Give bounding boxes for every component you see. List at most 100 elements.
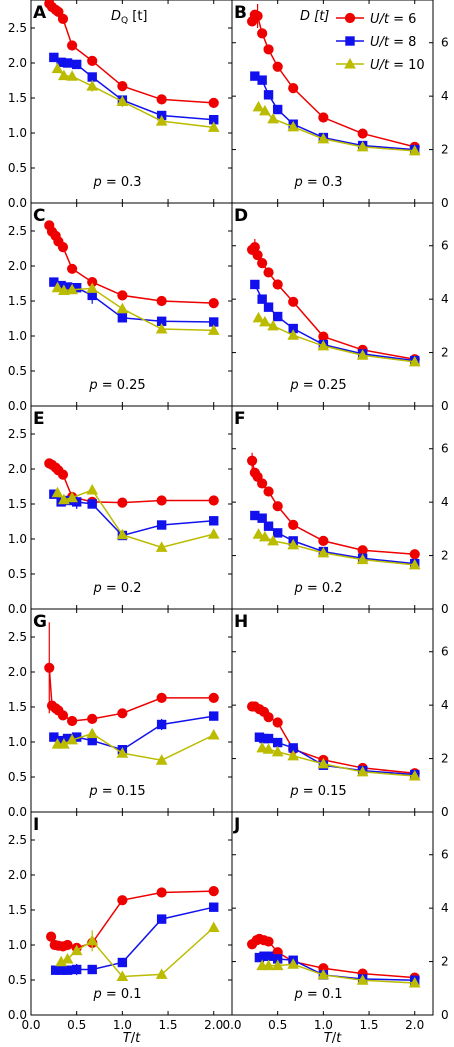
data-point [57, 13, 69, 24]
y-tick-label: 1.0 [8, 126, 27, 140]
p-label: p = 0.1 [293, 987, 342, 1002]
data-point [357, 545, 368, 556]
data-point [262, 959, 275, 971]
y-tick-label: 0.0 [8, 805, 27, 819]
data-point [156, 520, 167, 530]
series-6 [247, 239, 420, 365]
data-point [252, 10, 263, 22]
data-point [53, 6, 64, 17]
series-line [261, 747, 415, 777]
panel-E: 0.0 0.5 1.0 1.5 2.0 2.5 Ep = 0.2 [8, 405, 233, 616]
legend-label: U/t = 8 [370, 35, 416, 50]
data-point [117, 313, 128, 323]
y-tick-label: 2 [441, 143, 449, 157]
data-point [272, 311, 283, 322]
data-point [263, 44, 274, 55]
series-6 [247, 452, 420, 560]
panel-F: 0 2 4 6 Fp = 0.2 [231, 405, 449, 616]
data-point [51, 281, 64, 293]
x-tick-label: 0.5 [67, 1018, 86, 1032]
data-point [155, 968, 168, 979]
series-10 [55, 921, 220, 981]
panel-frame [30, 405, 233, 610]
data-point [46, 931, 57, 942]
y-tick-label: 2 [441, 346, 449, 360]
y-tick-label: 2 [441, 549, 449, 563]
data-point [408, 976, 421, 988]
data-point [44, 662, 55, 673]
data-point [257, 294, 267, 304]
y-tick-label: 6 [441, 645, 449, 659]
data-point [209, 516, 219, 526]
series-8 [49, 52, 219, 125]
data-point [252, 311, 265, 323]
data-point [287, 538, 300, 550]
data-point [263, 90, 274, 100]
data-point [117, 895, 128, 906]
data-point [51, 486, 64, 498]
y-tick-label: 6 [441, 239, 449, 253]
series-line [55, 906, 214, 971]
data-point [259, 104, 271, 116]
data-point [66, 733, 78, 745]
column-title: DQ [t] [111, 9, 147, 26]
x-tick-label: 0.0 [21, 1018, 40, 1032]
p-label: p = 0.2 [92, 581, 141, 596]
legend-marker [344, 12, 356, 24]
data-point [87, 499, 97, 509]
data-point [257, 478, 268, 489]
data-point [86, 934, 99, 946]
panel-frame [231, 811, 434, 1016]
series-6 [247, 4, 420, 153]
data-point [252, 249, 263, 261]
data-point [267, 112, 279, 124]
y-tick-label: 2.0 [8, 868, 27, 882]
data-point [357, 128, 368, 139]
x-tick-label: 2.0 [204, 1018, 223, 1032]
y-tick-label: 4 [441, 495, 449, 509]
series-6 [44, 0, 219, 109]
y-tick-label: 0 [441, 1008, 449, 1022]
series-10 [256, 958, 421, 988]
series-10 [51, 483, 220, 552]
data-point [208, 886, 219, 897]
series-10 [252, 311, 421, 367]
p-label: p = 0.3 [293, 175, 342, 190]
y-tick-label: 0 [441, 196, 449, 210]
data-point [408, 769, 421, 781]
data-point [62, 58, 73, 68]
y-tick-label: 1.5 [8, 294, 27, 308]
data-point [209, 902, 219, 912]
data-point [318, 535, 329, 546]
data-point [66, 491, 78, 503]
data-point [117, 957, 128, 968]
panel-D: 0 2 4 6 Dp = 0.25 [231, 202, 449, 413]
p-label: p = 0.3 [92, 175, 141, 190]
data-point [87, 713, 98, 725]
y-tick-label: 4 [441, 698, 449, 712]
y-tick-label: 1.0 [8, 329, 27, 343]
panel-B: 0 2 4 6 B D [t] p = 0.3 U/t = 6 U/t = 8 U/t = 10 [231, 0, 449, 210]
y-tick-label: 0.5 [8, 161, 27, 175]
series-line [258, 533, 415, 566]
data-point [70, 944, 83, 956]
data-point [87, 72, 97, 82]
data-point [62, 939, 73, 951]
data-point [287, 120, 300, 132]
data-point [262, 743, 275, 754]
y-tick-label: 2.0 [8, 259, 27, 273]
data-point [356, 765, 369, 777]
data-point [117, 497, 128, 508]
data-point [156, 94, 167, 105]
panel-frame [30, 202, 233, 407]
data-point [252, 528, 265, 539]
data-point [272, 104, 283, 115]
data-point [207, 324, 220, 335]
data-point [207, 121, 220, 132]
series-line [57, 287, 214, 332]
panel-letter: D [234, 206, 248, 226]
panel-frame [231, 202, 434, 407]
y-tick-label: 1.5 [8, 903, 27, 917]
y-tick-label: 0 [441, 805, 449, 819]
data-point [207, 921, 220, 932]
